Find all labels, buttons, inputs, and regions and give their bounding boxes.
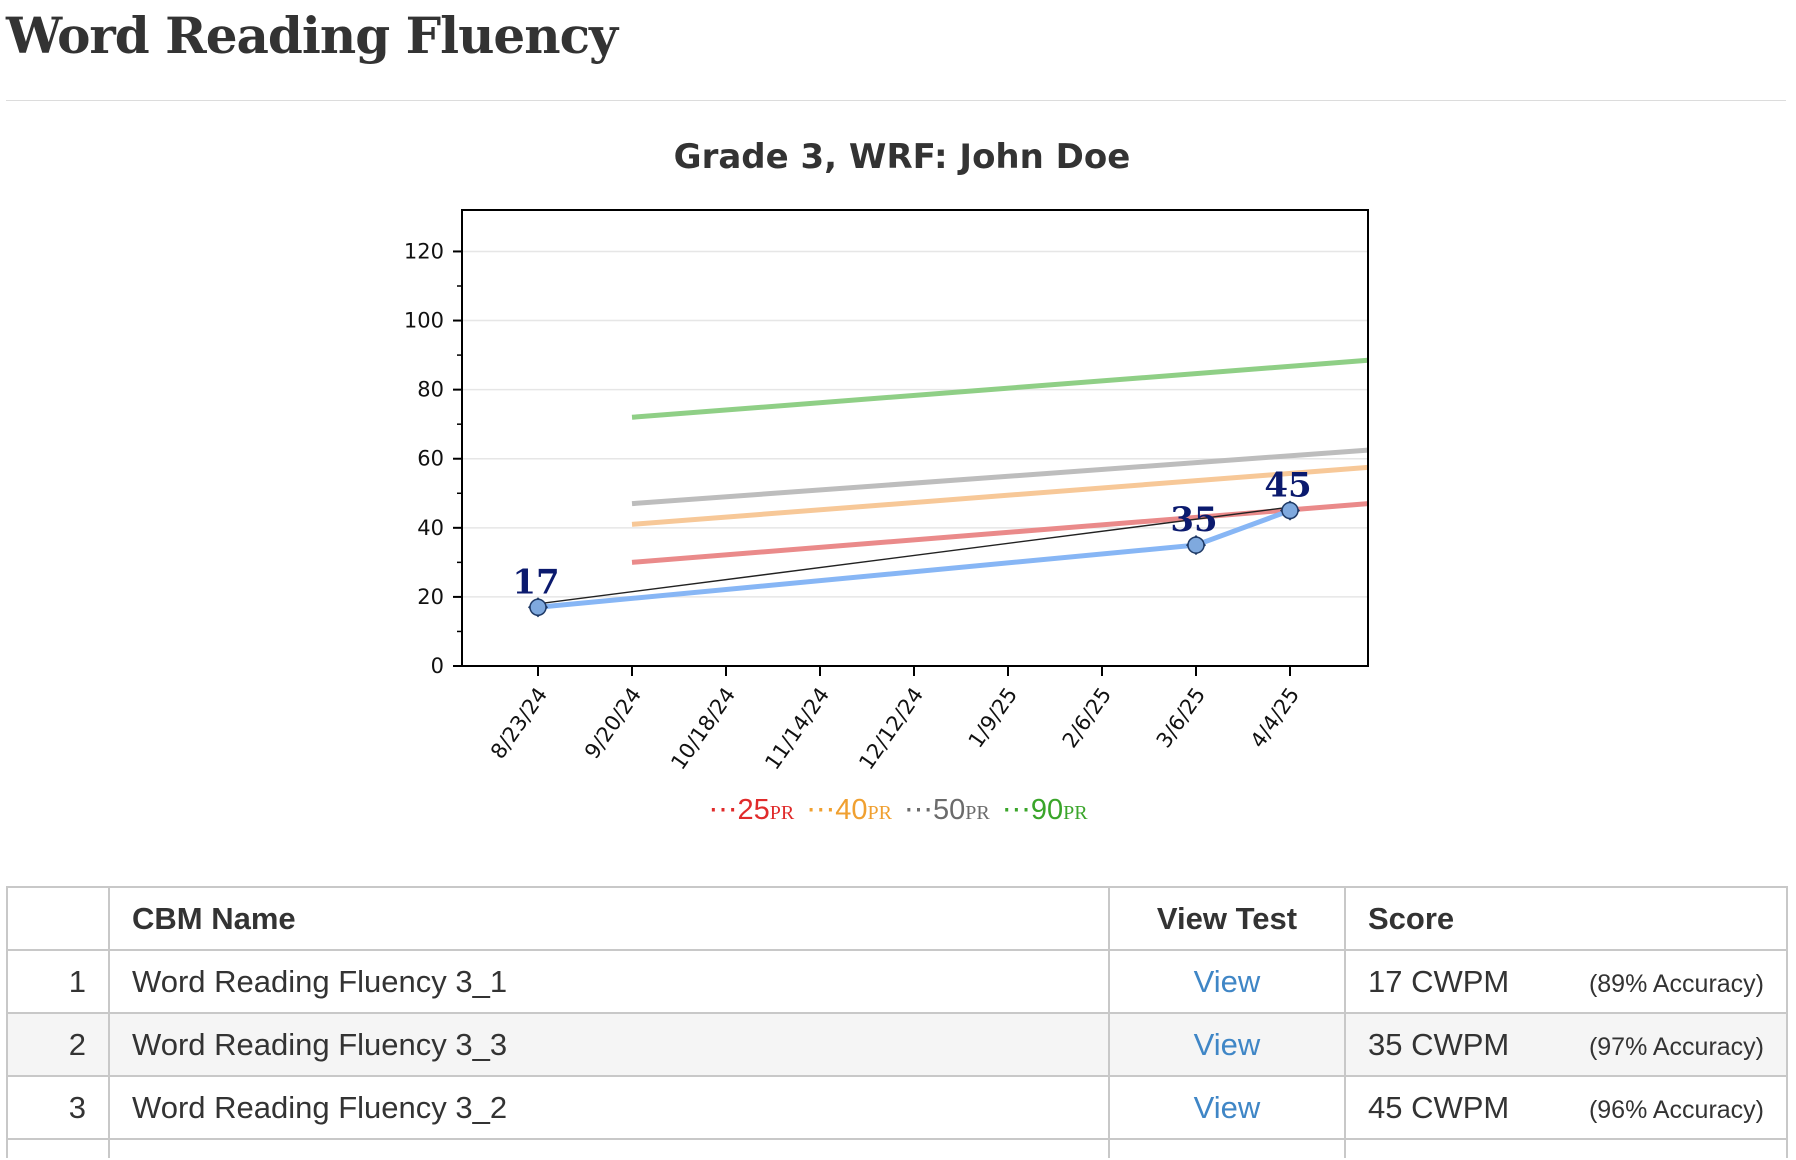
score-value: 45 CWPM [1368,1089,1510,1125]
title-divider [6,100,1786,101]
legend-dots: ⋯ [1001,794,1031,826]
legend-suffix: PR [769,802,795,824]
empty-cell [1344,1138,1788,1158]
x-tick-label: 1/9/25 [964,683,1022,752]
table-row: 1 Word Reading Fluency 3_1 View 17 CWPM (… [6,949,1788,1014]
cbm-results-table: CBM Name View Test Score 1 Word Reading … [6,886,1788,1158]
benchmark-line-25pr [631,501,1369,565]
table-row-partial [6,1138,1788,1158]
page-title: Word Reading Fluency [6,6,618,65]
chart-title: Grade 3, WRF: John Doe [674,137,1131,177]
row-number: 2 [6,1012,110,1077]
trend-line [537,506,1291,605]
trend-line-segment [537,506,1291,605]
x-tick-label: 10/18/24 [666,683,740,774]
accuracy-value: (96% Accuracy) [1588,1095,1764,1124]
x-tick-label: 8/23/24 [486,683,552,763]
view-test-cell: View [1108,1075,1346,1140]
y-tick-label: 80 [417,378,444,402]
legend-value: 40 [835,794,868,826]
y-tick-label: 120 [404,239,444,263]
legend-value: 90 [1030,794,1064,826]
x-tick-label: 11/14/24 [760,683,834,774]
row-number: 1 [6,949,110,1014]
benchmark-lines [631,357,1369,565]
view-test-link[interactable]: View [1193,1089,1261,1125]
data-label: 17 [512,562,559,602]
student-score-series [527,500,1301,618]
benchmark-line-90pr [631,357,1369,420]
column-header-view-test: View Test [1108,886,1346,951]
view-test-cell: View [1108,1012,1346,1077]
legend-suffix: PR [867,802,892,824]
x-tick-label: 9/20/24 [580,683,646,763]
empty-cell [6,1138,110,1158]
benchmark-line-40pr [631,464,1369,527]
view-test-link[interactable]: View [1193,1026,1261,1062]
data-label: 45 [1264,466,1311,506]
empty-cell [1108,1138,1346,1158]
column-header-number [6,886,110,951]
score-cell: 17 CWPM (89% Accuracy) [1344,949,1788,1014]
x-tick-label: 2/6/25 [1058,683,1116,752]
accuracy-value: (89% Accuracy) [1588,969,1764,998]
empty-cell [108,1138,1110,1158]
score-value: 35 CWPM [1368,1026,1510,1062]
legend-dots: ⋯ [708,794,738,826]
table-row: 3 Word Reading Fluency 3_2 View 45 CWPM (… [6,1075,1788,1140]
chart-legend: ⋯25PR ⋯40PR ⋯50PR ⋯90PR [0,792,1796,827]
data-labels: 17 35 45 [512,466,1311,603]
y-tick-label: 20 [417,585,444,609]
column-header-cbm-name: CBM Name [108,886,1110,951]
student-score-marker [1187,536,1205,554]
legend-dots: ⋯ [806,794,836,826]
view-test-link[interactable]: View [1193,963,1261,999]
cbm-name-cell: Word Reading Fluency 3_2 [108,1075,1110,1140]
table-header-row: CBM Name View Test Score [6,886,1788,951]
legend-value: 50 [933,794,966,826]
legend-item-90pr: ⋯90PR [1002,792,1088,827]
student-score-marker [529,598,547,617]
score-cell: 45 CWPM (96% Accuracy) [1344,1075,1788,1140]
student-score-marker [1281,501,1299,520]
accuracy-value: (97% Accuracy) [1588,1032,1764,1061]
view-test-cell: View [1108,949,1346,1014]
legend-value: 25 [737,794,770,826]
score-value: 17 CWPM [1368,963,1510,999]
legend-dots: ⋯ [904,794,934,826]
score-cell: 35 CWPM (97% Accuracy) [1344,1012,1788,1077]
chart-gridlines [462,250,1368,598]
x-tick-label: 12/12/24 [854,683,928,774]
y-tick-label: 60 [417,447,444,471]
legend-suffix: PR [965,802,990,824]
y-tick-label: 0 [431,654,444,678]
legend-item-40pr: ⋯40PR [806,792,892,827]
cbm-name-cell: Word Reading Fluency 3_1 [108,949,1110,1014]
legend-suffix: PR [1063,802,1088,824]
legend-item-25pr: ⋯25PR [708,792,794,827]
legend-item-50pr: ⋯50PR [904,792,990,827]
progress-chart: Grade 3, WRF: John Doe 0 20 40 60 80 100 120 8/… [404,137,1369,774]
column-header-score: Score [1344,886,1788,951]
x-tick-label: 4/4/25 [1246,683,1304,752]
y-tick-label: 40 [417,516,444,540]
benchmark-line-50pr [631,447,1369,507]
row-number: 3 [6,1075,110,1140]
cbm-name-cell: Word Reading Fluency 3_3 [108,1012,1110,1077]
table-row: 2 Word Reading Fluency 3_3 View 35 CWPM (… [6,1012,1788,1077]
x-tick-label: 3/6/25 [1152,683,1210,752]
data-label: 35 [1170,500,1217,540]
y-tick-label: 100 [404,309,444,333]
